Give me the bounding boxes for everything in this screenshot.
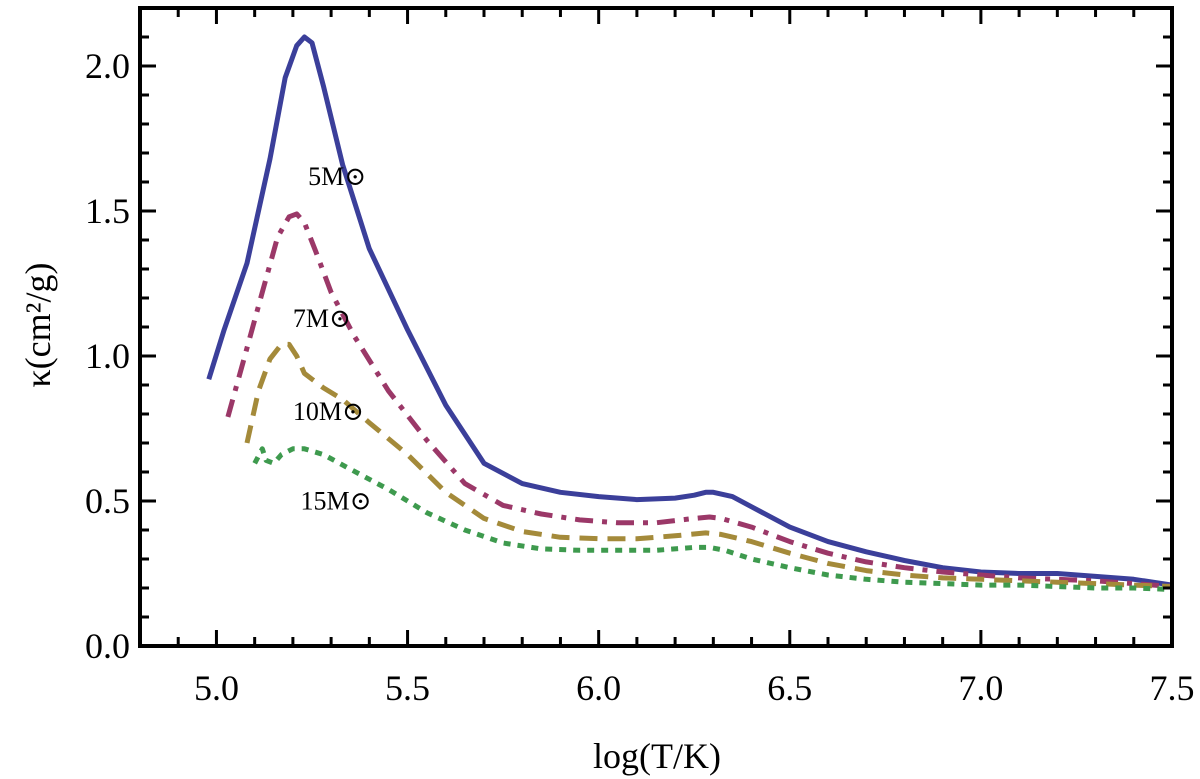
series-label-4: 15M⊙: [301, 487, 372, 516]
y-tick-label: 0.0: [85, 626, 130, 666]
series-label-1: 5M⊙: [308, 162, 366, 191]
labels-layer: 5.0 5.5 6.0 6.5 7.0 7.5 0.0 0.5 1.0 1.5 2.0 5M⊙ 7M⊙ 1…: [85, 46, 1195, 708]
y-axis-title: κ(cm²/g): [18, 263, 58, 388]
series-layer: [206, 34, 1173, 592]
series-label-2: 7M⊙: [293, 304, 351, 333]
y-tick-label: 0.5: [85, 481, 130, 521]
series-label-3: 10M⊙: [293, 397, 364, 426]
y-tick-label: 1.5: [85, 191, 130, 231]
series-line-2: [225, 211, 1173, 589]
x-tick-label: 5.0: [194, 668, 239, 708]
x-tick-label: 7.0: [958, 668, 1003, 708]
x-tick-label: 7.5: [1150, 668, 1195, 708]
plot-frame: [138, 6, 1174, 648]
x-tick-label: 6.0: [576, 668, 621, 708]
y-tick-label: 2.0: [85, 46, 130, 86]
series-line-3: [244, 341, 1173, 589]
series-line-1: [206, 34, 1173, 588]
x-axis-title: log(T/K): [593, 736, 721, 776]
x-tick-label: 5.5: [385, 668, 430, 708]
y-tick-label: 1.0: [85, 336, 130, 376]
x-tick-label: 6.5: [767, 668, 812, 708]
